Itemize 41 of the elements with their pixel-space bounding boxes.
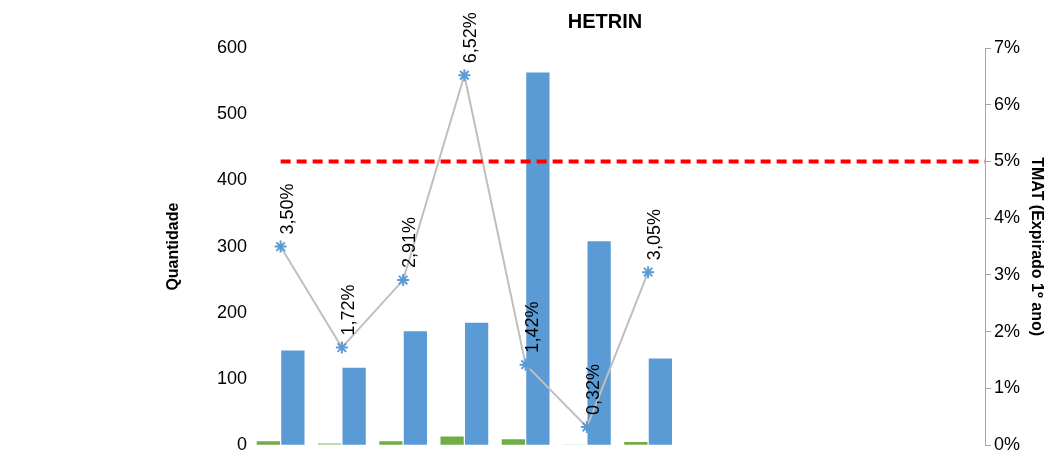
- point: [457, 68, 472, 83]
- y-tick-label: 300: [216, 235, 247, 256]
- y-axis-title: Quantidade: [164, 202, 182, 291]
- y-tick-label: 200: [216, 301, 247, 322]
- data-label: 6,52%: [460, 12, 481, 64]
- bar: [342, 367, 366, 445]
- bar: [464, 322, 489, 445]
- data-label: 0,32%: [582, 364, 603, 416]
- chart-title: HETRIN: [567, 9, 643, 32]
- y-tick-label: 100: [216, 367, 247, 388]
- bar: [379, 441, 403, 445]
- y2-tick-label: 4%: [994, 207, 1021, 228]
- y2-tick-label: 2%: [994, 320, 1021, 341]
- y-tick-label: 600: [216, 36, 247, 57]
- data-label: 3,50%: [276, 183, 297, 235]
- y-tick-label: 400: [216, 169, 247, 190]
- point: [396, 273, 411, 288]
- y2-tick-label: 3%: [994, 263, 1021, 284]
- bar: [403, 331, 428, 445]
- point: [334, 340, 349, 355]
- bar: [624, 441, 648, 445]
- y2-tick-label: 1%: [994, 377, 1021, 398]
- y2-tick-label: 7%: [994, 36, 1021, 57]
- point: [641, 265, 656, 280]
- y-tick-label: 0: [236, 434, 247, 455]
- bar: [440, 436, 464, 445]
- bar: [256, 441, 281, 445]
- point: [273, 239, 288, 254]
- bar: [281, 350, 305, 445]
- data-label: 1,72%: [337, 284, 358, 336]
- point: [518, 357, 533, 372]
- y2-tick-label: 0%: [994, 434, 1021, 455]
- data-label: 3,05%: [644, 209, 665, 261]
- y2-axis-title: TMAT (Expirado 1º ano): [1028, 157, 1046, 337]
- y-tick-label: 500: [216, 103, 247, 124]
- data-label: 1,42%: [521, 301, 542, 353]
- y2-tick-label: 6%: [994, 93, 1021, 114]
- bar: [648, 358, 673, 445]
- bar: [501, 439, 526, 445]
- y2-tick-label: 5%: [994, 150, 1021, 171]
- data-label: 2,91%: [399, 217, 420, 269]
